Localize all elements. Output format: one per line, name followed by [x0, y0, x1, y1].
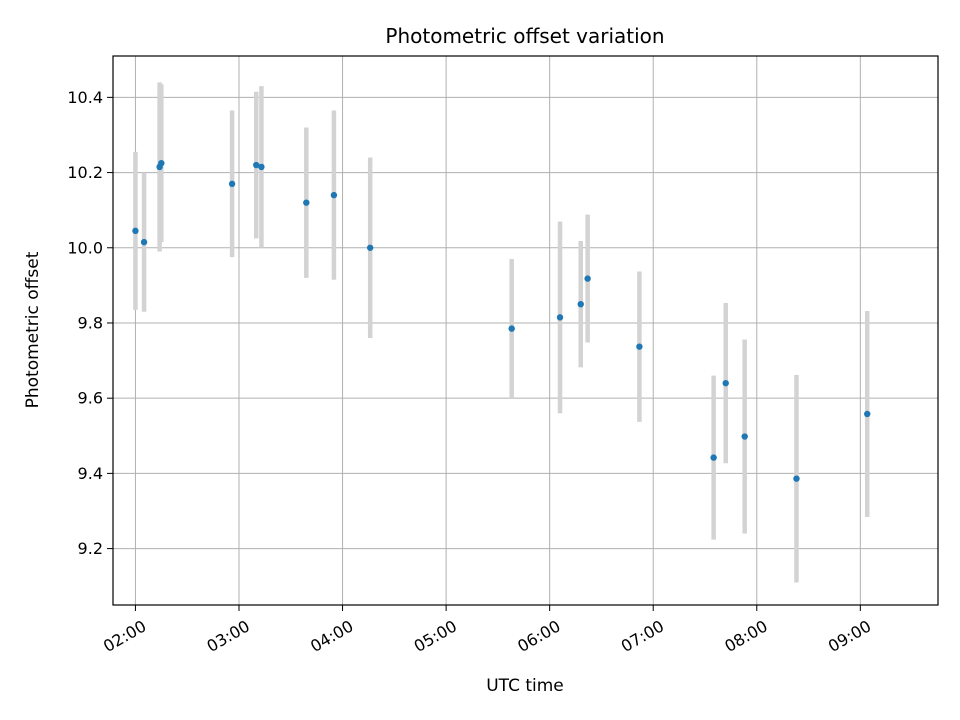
data-point: [258, 163, 265, 171]
data-point: [584, 275, 591, 282]
data-point: [556, 314, 564, 321]
plot-frame: [112, 55, 939, 606]
data-point: [330, 191, 338, 199]
data-point: [710, 454, 717, 461]
data-point: [366, 244, 374, 251]
data-point: [636, 343, 643, 350]
data-point: [132, 227, 139, 235]
y-tick-label: 10.0: [67, 238, 103, 257]
y-tick-label: 9.8: [78, 313, 103, 332]
y-axis-label: Photometric offset: [23, 251, 43, 408]
data-point: [793, 475, 800, 482]
y-tick-label: 9.4: [78, 464, 103, 483]
data-point: [508, 325, 515, 332]
data-point: [864, 410, 871, 418]
data-points: [132, 159, 871, 482]
data-point: [741, 433, 748, 440]
chart-title: Photometric offset variation: [385, 24, 664, 48]
data-point: [577, 300, 584, 308]
data-point: [158, 159, 165, 167]
grid: [113, 56, 938, 605]
data-point: [722, 379, 729, 387]
x-axis-label: UTC time: [486, 676, 564, 696]
y-axis-ticks: 9.2 9.4 9.6 9.8 10.0 10.2 10.4: [67, 88, 113, 558]
y-tick-label: 9.6: [78, 389, 103, 408]
data-point: [253, 161, 260, 169]
data-point: [140, 238, 148, 246]
y-tick-label: 9.2: [78, 539, 103, 558]
y-tick-label: 10.2: [67, 163, 103, 182]
y-tick-label: 10.4: [67, 88, 103, 107]
data-point: [303, 199, 310, 206]
data-point: [228, 180, 236, 188]
